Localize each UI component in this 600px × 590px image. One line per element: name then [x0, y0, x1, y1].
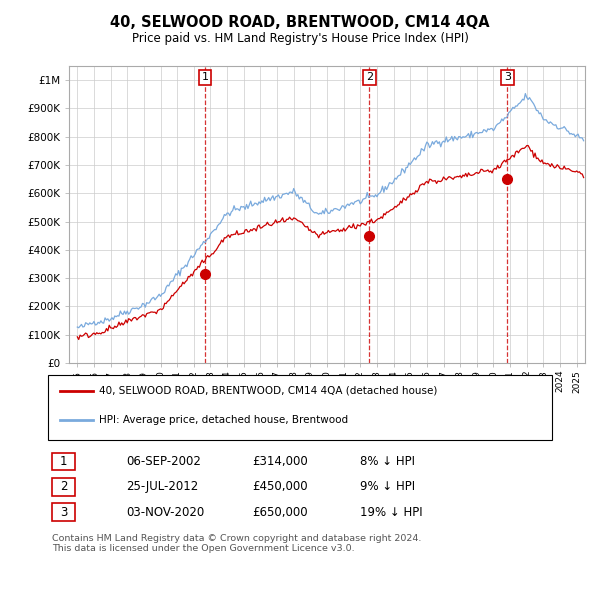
- Text: 40, SELWOOD ROAD, BRENTWOOD, CM14 4QA (detached house): 40, SELWOOD ROAD, BRENTWOOD, CM14 4QA (d…: [99, 386, 437, 395]
- Text: 1: 1: [60, 455, 67, 468]
- Text: 3: 3: [504, 73, 511, 83]
- Text: 2: 2: [60, 480, 67, 493]
- Text: 9% ↓ HPI: 9% ↓ HPI: [360, 480, 415, 493]
- Text: 06-SEP-2002: 06-SEP-2002: [126, 455, 201, 468]
- Text: 1: 1: [202, 73, 208, 83]
- Text: £450,000: £450,000: [252, 480, 308, 493]
- Text: Price paid vs. HM Land Registry's House Price Index (HPI): Price paid vs. HM Land Registry's House …: [131, 32, 469, 45]
- Text: 8% ↓ HPI: 8% ↓ HPI: [360, 455, 415, 468]
- Text: 2: 2: [366, 73, 373, 83]
- Text: £314,000: £314,000: [252, 455, 308, 468]
- Text: 25-JUL-2012: 25-JUL-2012: [126, 480, 198, 493]
- Text: 40, SELWOOD ROAD, BRENTWOOD, CM14 4QA: 40, SELWOOD ROAD, BRENTWOOD, CM14 4QA: [110, 15, 490, 30]
- Text: 03-NOV-2020: 03-NOV-2020: [126, 506, 204, 519]
- Text: £650,000: £650,000: [252, 506, 308, 519]
- Text: Contains HM Land Registry data © Crown copyright and database right 2024.
This d: Contains HM Land Registry data © Crown c…: [52, 534, 422, 553]
- Text: HPI: Average price, detached house, Brentwood: HPI: Average price, detached house, Bren…: [99, 415, 348, 425]
- Text: 19% ↓ HPI: 19% ↓ HPI: [360, 506, 422, 519]
- Text: 3: 3: [60, 506, 67, 519]
